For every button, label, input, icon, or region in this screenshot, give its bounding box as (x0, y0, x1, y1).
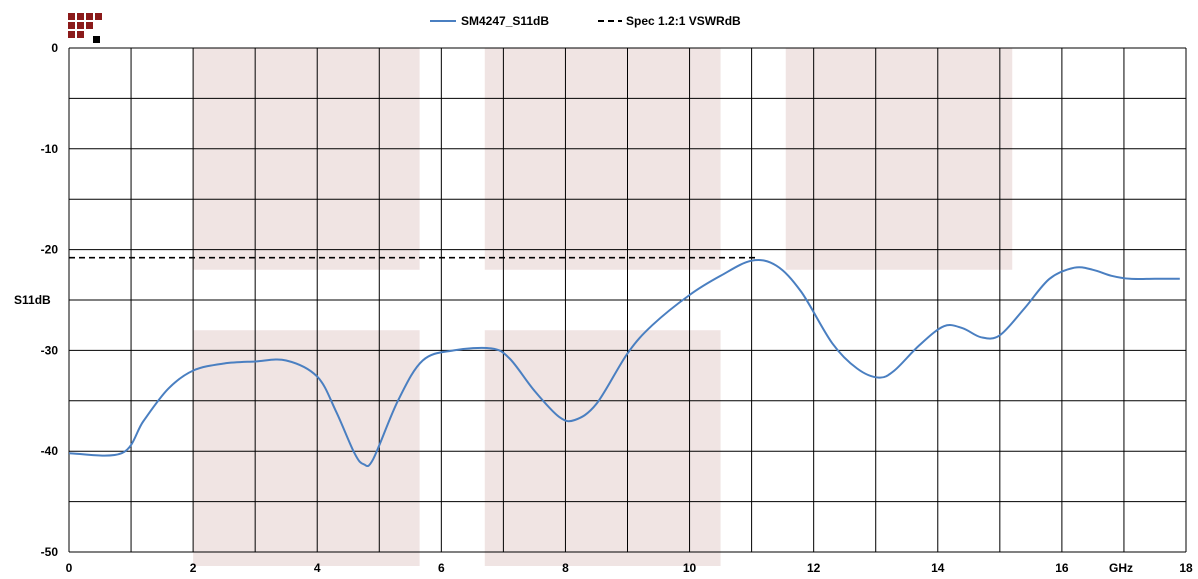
x-tick-label: 18 (1179, 561, 1193, 575)
tick-labels: 0 2 4 6 8 10 12 14 16 18 0 -10 -20 -30 -40 -50 (41, 41, 1193, 575)
y-tick-label: -20 (41, 243, 59, 257)
shaded-band (484, 330, 721, 566)
shaded-band (193, 48, 420, 270)
x-tick-label: 16 (1055, 561, 1069, 575)
series-line-sm4247 (68, 259, 1180, 468)
grid (68, 47, 1187, 553)
y-tick-label: -10 (41, 142, 59, 156)
x-axis-unit-label: GHz (1109, 561, 1133, 575)
logo-square (77, 22, 84, 29)
logo-square (68, 31, 75, 38)
y-tick-label: 0 (51, 41, 58, 55)
x-tick-label: 6 (438, 561, 445, 575)
logo-square (68, 13, 75, 20)
logo (68, 13, 102, 43)
logo-square-black (93, 36, 100, 43)
legend-label-sm4247: SM4247_S11dB (461, 14, 549, 28)
shaded-band (193, 330, 420, 566)
logo-square (86, 13, 93, 20)
shaded-band (785, 48, 1013, 270)
y-axis-label: S11dB (14, 293, 51, 307)
logo-square (86, 22, 93, 29)
x-tick-label: 0 (66, 561, 73, 575)
y-tick-label: -40 (41, 444, 59, 458)
x-tick-label: 2 (190, 561, 197, 575)
y-tick-label: -50 (41, 545, 59, 559)
y-tick-label: -30 (41, 343, 59, 357)
legend-label-spec: Spec 1.2:1 VSWRdB (626, 14, 741, 28)
series-layer (68, 256, 1180, 468)
x-tick-label: 4 (314, 561, 321, 575)
logo-square (77, 31, 84, 38)
x-tick-label: 12 (807, 561, 821, 575)
x-tick-label: 14 (931, 561, 945, 575)
legend: SM4247_S11dB Spec 1.2:1 VSWRdB (430, 14, 741, 28)
logo-square (68, 22, 75, 29)
shaded-band (484, 48, 721, 270)
x-tick-label: 10 (683, 561, 697, 575)
logo-square (95, 13, 102, 20)
logo-square (77, 13, 84, 20)
x-tick-label: 8 (562, 561, 569, 575)
shaded-bands (193, 48, 1013, 566)
